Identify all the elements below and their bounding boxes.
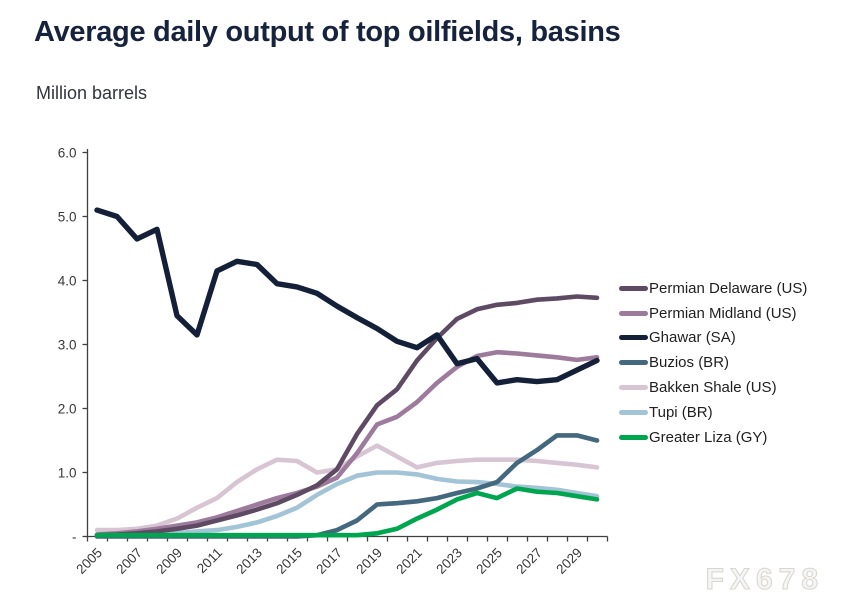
x-axis: 2005 2007 2009 2011 2013 2015 2017 2019 2021 2023… [73,536,609,577]
legend-label: Permian Delaware (US) [649,279,808,297]
x-tick-label: 2009 [153,545,185,577]
legend-swatch [619,409,648,415]
series-lines [94,207,600,539]
x-tick-label: 2011 [194,545,225,576]
y-tick-label: 2.0 [58,401,77,416]
legend-swatch [619,360,648,366]
x-tick-label: 2005 [73,545,105,577]
x-tick-label: 2013 [233,545,265,577]
legend-item-buzios-br: Buzios (BR) [619,350,839,375]
chart-subtitle: Million barrels [36,83,148,103]
legend-label: Tupi (BR) [649,403,713,421]
legend-swatch [619,335,648,341]
legend-item-permian-midland-us: Permian Midland (US) [619,301,839,326]
x-tick-label: 2017 [313,545,345,577]
series-ghawar-sa [94,207,600,386]
chart-legend: Permian Delaware (US) Permian Midland (US… [619,276,839,450]
legend-item-greater-liza-gy: Greater Liza (GY) [619,425,839,450]
y-tick-label: - [72,529,77,544]
x-tick-label: 2007 [113,545,145,577]
legend-item-tupi-br: Tupi (BR) [619,400,839,425]
series-permian-delaware-us [94,294,600,538]
x-tick-label: 2023 [433,545,465,577]
y-tick-label: 5.0 [58,209,77,224]
x-tick-label: 2025 [473,545,505,577]
y-tick-label: 1.0 [58,465,77,480]
y-axis: 6.0 5.0 4.0 3.0 2.0 1.0 - [58,145,88,544]
legend-swatch [619,385,648,391]
x-tick-label: 2021 [393,545,425,577]
series-greater-liza-gy [94,486,600,538]
series-permian-midland-us [94,349,600,537]
legend-swatch [619,434,648,440]
legend-swatch [619,310,648,316]
x-tick-label: 2019 [353,545,385,577]
legend-label: Bakken Shale (US) [649,379,777,397]
legend-item-bakken-shale-us: Bakken Shale (US) [619,375,839,400]
legend-label: Buzios (BR) [649,354,730,372]
legend-item-permian-delaware-us: Permian Delaware (US) [619,276,839,301]
chart-title: Average daily output of top oilfields, b… [34,16,621,48]
legend-swatch [619,285,648,291]
x-tick-label: 2015 [273,545,305,577]
legend-label: Greater Liza (GY) [649,428,768,446]
x-tick-label: 2029 [553,545,585,577]
y-tick-label: 6.0 [58,145,77,160]
watermark: FX678 [705,563,824,597]
y-tick-label: 4.0 [58,273,77,288]
legend-item-ghawar-sa: Ghawar (SA) [619,326,839,351]
legend-label: Ghawar (SA) [649,329,736,347]
x-tick-label: 2027 [513,545,545,577]
legend-label: Permian Midland (US) [649,304,797,322]
y-tick-label: 3.0 [58,337,77,352]
